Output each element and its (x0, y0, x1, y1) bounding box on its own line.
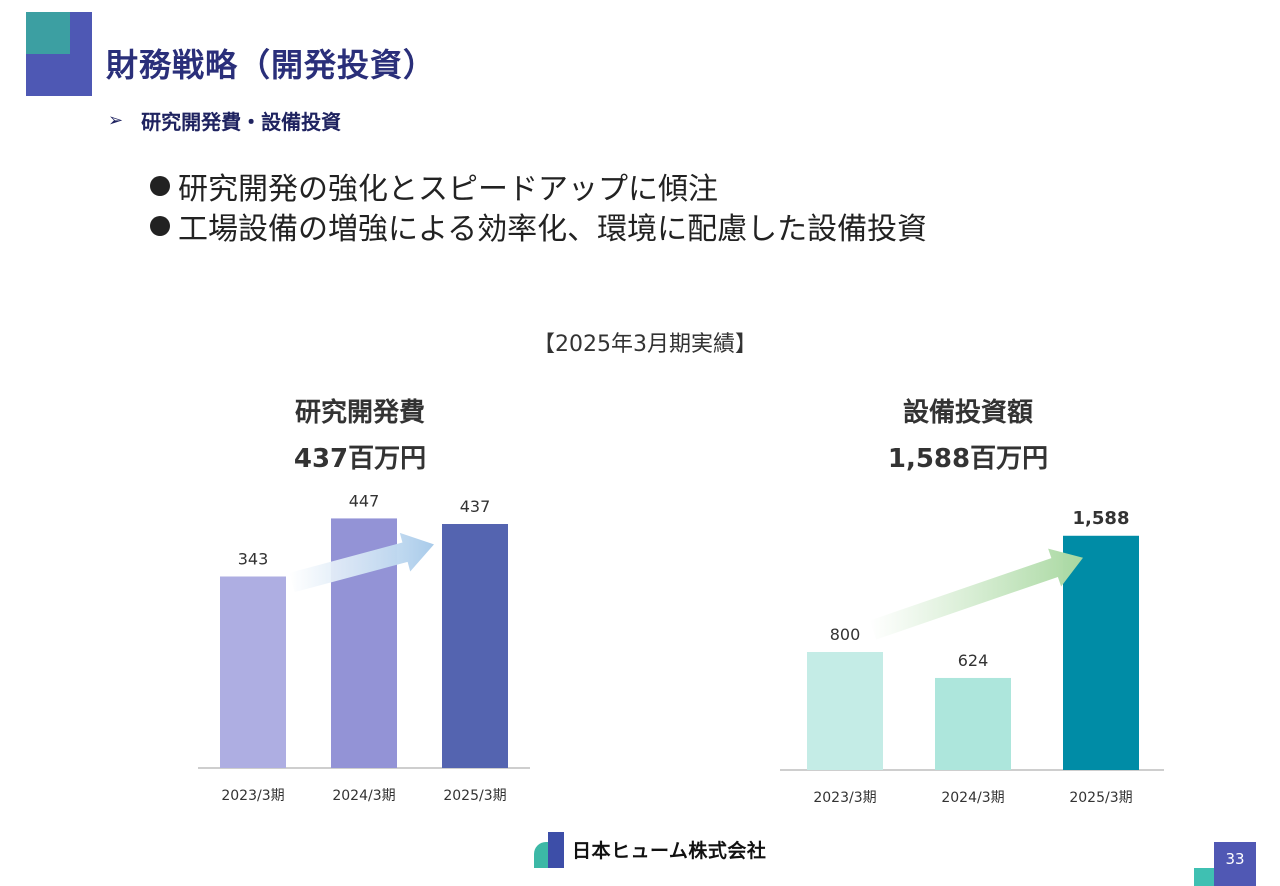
category-label: 2024/3期 (941, 790, 1004, 806)
category-label: 2025/3期 (1069, 790, 1132, 806)
bullet-text: 研究開発の強化とスピードアップに傾注 (178, 172, 718, 207)
data-label: 624 (958, 651, 989, 670)
bar (807, 652, 883, 770)
corner-square-teal (26, 12, 70, 54)
bar (935, 677, 1011, 770)
chart-title-rd: 研究開発費 (294, 398, 425, 428)
subheading-text: 研究開発費・設備投資 (141, 110, 342, 134)
trend-arrow (869, 548, 1083, 640)
footer-logo: 日本ヒューム株式会社 (534, 830, 766, 868)
page-number: 33 (1225, 850, 1245, 868)
page-title: 財務戦略（開発投資） (106, 46, 437, 84)
company-name: 日本ヒューム株式会社 (572, 839, 767, 862)
chart-subtitle-rd: 437百万円 (293, 444, 427, 474)
company-logo-icon (534, 830, 566, 868)
category-label: 2023/3期 (221, 788, 284, 804)
data-label: 447 (349, 491, 380, 510)
bullet-item: 工場設備の増強による効率化、環境に配慮した設備投資 (150, 206, 928, 247)
data-label: 437 (460, 497, 491, 516)
bullet-dot-icon (150, 176, 170, 196)
chart-subtitle-capex: 1,588百万円 (887, 444, 1049, 474)
category-label: 2024/3期 (332, 788, 395, 804)
data-label: 800 (830, 625, 861, 644)
corner-logo (26, 12, 92, 96)
arrow-bullet-icon: ➢ (108, 110, 124, 131)
bar (220, 576, 286, 768)
trend-arrow (289, 532, 434, 593)
bullet-list: 研究開発の強化とスピードアップに傾注 工場設備の増強による効率化、環境に配慮した… (150, 166, 928, 247)
bullet-text: 工場設備の増強による効率化、環境に配慮した設備投資 (178, 212, 928, 247)
bullet-dot-icon (150, 216, 170, 236)
data-label: 343 (238, 549, 269, 568)
data-label: 1,588 (1073, 508, 1130, 529)
chart-title-capex: 設備投資額 (902, 398, 1033, 428)
page-number-box: 33 (1194, 842, 1256, 886)
period-label: 【2025年3月期実績】 (533, 332, 757, 357)
bullet-item: 研究開発の強化とスピードアップに傾注 (150, 166, 927, 207)
bar (442, 524, 508, 768)
bar (1063, 535, 1139, 770)
category-label: 2023/3期 (813, 790, 876, 806)
subheading: ➢ 研究開発費・設備投資 (108, 106, 341, 135)
category-label: 2025/3期 (443, 788, 506, 804)
